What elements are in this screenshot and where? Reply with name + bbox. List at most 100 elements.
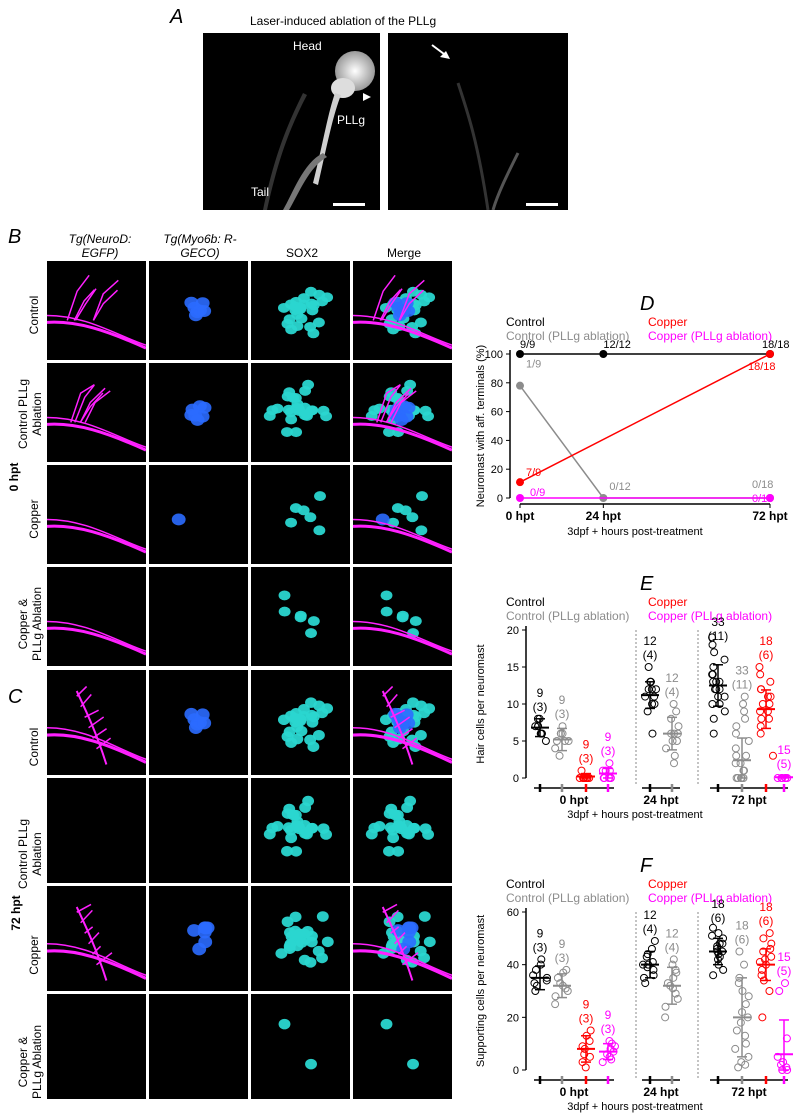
data-point [719, 965, 728, 974]
x-tick-label: 0 hpt [506, 509, 535, 523]
data-point [741, 1039, 750, 1048]
point-label: 18/18 [748, 361, 776, 373]
data-point [551, 1000, 560, 1009]
micrograph-art [47, 620, 146, 656]
data-point [669, 955, 678, 964]
group-n-label: 9 [605, 730, 612, 744]
legend-control: Control [506, 315, 545, 329]
x-tick-label: 24 hpt [586, 509, 621, 523]
micrograph-art [353, 491, 452, 554]
data-point [731, 744, 740, 753]
y-tick-label: 0 [513, 773, 519, 785]
data-point [744, 737, 753, 745]
data-point [516, 478, 524, 487]
point-label: 9/9 [520, 339, 535, 351]
micrograph-art [353, 685, 452, 765]
micrograph-art [149, 994, 248, 1099]
data-point [580, 1050, 589, 1059]
micrograph-c-r3-c3 [353, 994, 452, 1099]
panel-letter: D [640, 293, 654, 315]
data-point [605, 1037, 614, 1046]
legend-control: Control [506, 877, 545, 891]
x-axis-label: 3dpf + hours post-treatment [567, 1101, 702, 1113]
group-sub-label: (4) [665, 940, 680, 954]
data-point [740, 707, 749, 716]
micrograph-art [184, 296, 212, 322]
data-point [641, 692, 650, 701]
micrograph-b-r1-c3 [353, 363, 452, 462]
data-point [670, 751, 679, 760]
data-point [552, 737, 561, 745]
data-point [516, 494, 524, 502]
data-point [669, 973, 678, 982]
micrograph-art [285, 491, 326, 536]
data-point [763, 692, 772, 701]
data-point [737, 1058, 746, 1067]
legend-copper-ablation: Copper (PLLg ablation) [648, 329, 772, 343]
col-label-neurod: Tg(NeuroD: EGFP) [68, 232, 132, 260]
micrograph-c-r2-c2 [251, 886, 350, 991]
group-sub-label: (3) [555, 951, 570, 965]
data-point [741, 1000, 750, 1009]
data-point [541, 737, 550, 745]
group-n-label: 12 [643, 634, 657, 648]
micrograph-c-r2-c1 [149, 886, 248, 991]
data-point [763, 707, 772, 716]
data-point [652, 685, 661, 694]
group-sub-label: (6) [759, 914, 774, 928]
data-point [714, 929, 723, 938]
data-point [734, 1063, 743, 1072]
micrograph-art [277, 286, 334, 339]
micrograph-b-r3-c2 [251, 567, 350, 666]
micrograph-c-r3-c0 [47, 994, 146, 1099]
label-tail: Tail [251, 185, 270, 199]
data-point [731, 729, 740, 738]
micrograph-c-r1-c1 [149, 778, 248, 883]
micrograph-b-r2-c0 [47, 465, 146, 564]
y-tick-label: 20 [491, 464, 503, 476]
y-tick-label: 80 [491, 378, 503, 390]
data-point [516, 381, 524, 390]
micrograph-c-r3-c1 [149, 994, 248, 1099]
panel-letter: E [640, 573, 654, 595]
micrograph-art [47, 778, 146, 883]
y-axis-label: Supporting cells per neuromast [475, 915, 487, 1067]
micrograph-art [263, 379, 333, 438]
y-tick-label: 40 [507, 960, 519, 972]
label-pllg: PLLg [337, 113, 366, 127]
data-point [767, 952, 776, 961]
data-point [708, 700, 717, 708]
micrograph-art [171, 513, 186, 526]
x-tick-label: 24 hpt [643, 793, 678, 807]
micrograph-c-r2-c0 [47, 886, 146, 991]
data-point [708, 633, 717, 642]
micrograph-art [187, 921, 215, 956]
micrograph-b-r0-c0 [47, 261, 146, 360]
data-point [732, 751, 741, 760]
data-point [736, 1018, 745, 1027]
x-tick-label: 72 hpt [731, 793, 766, 807]
data-point [605, 759, 614, 768]
data-point [756, 670, 765, 679]
micrograph-b-r0-c1 [149, 261, 248, 360]
data-point [661, 1013, 670, 1022]
group-sub-label: (4) [643, 922, 658, 936]
row-label-b-control: Control [27, 295, 41, 335]
series-line [519, 353, 771, 483]
group-sub-label: (3) [601, 744, 616, 758]
group-n-label: 18 [759, 900, 773, 914]
data-point [758, 1013, 767, 1022]
y-tick-label: 60 [507, 907, 519, 919]
data-point [757, 714, 766, 723]
legend-copper-ablation: Copper (PLLg ablation) [648, 891, 772, 905]
data-point [708, 670, 717, 679]
row-label-c-control: Control [27, 727, 41, 767]
group-n-label: 15 [777, 743, 791, 757]
point-label: 0/18 [752, 493, 773, 505]
data-point [720, 655, 729, 664]
data-point [647, 944, 656, 953]
y-tick-label: 0 [513, 1065, 519, 1077]
time-label-0hpt: 0 hpt [7, 462, 21, 492]
y-tick-label: 20 [507, 625, 519, 637]
